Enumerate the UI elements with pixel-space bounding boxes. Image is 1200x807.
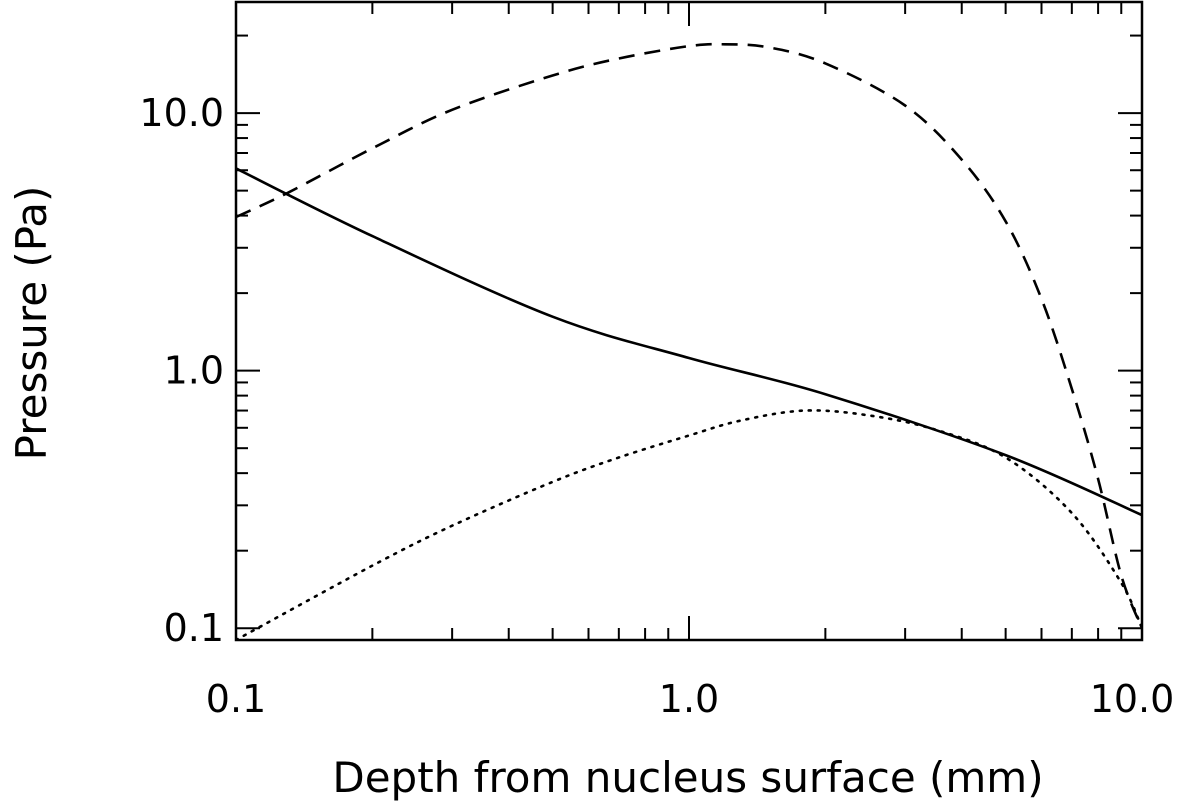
y-tick-label: 10.0: [139, 91, 224, 135]
major-ticks: [236, 2, 1142, 640]
plot-area: [236, 2, 1142, 640]
y-axis-title: Pressure (Pa): [7, 186, 56, 461]
x-tick-label: 0.1: [206, 677, 266, 721]
y-tick-label: 0.1: [164, 606, 224, 650]
plot-frame: [236, 2, 1142, 640]
x-axis-title: Depth from nucleus surface (mm): [332, 753, 1043, 802]
tick-labels: 0.1 1.0 10.0 0.1 1.0 10.0: [139, 91, 1174, 721]
y-tick-label: 1.0: [164, 349, 224, 393]
series-dashed-line: [236, 44, 1142, 628]
series-layer: [236, 44, 1142, 640]
x-tick-label: 1.0: [659, 677, 719, 721]
series-dotted-line: [236, 410, 1142, 640]
x-tick-label: 10.0: [1090, 677, 1175, 721]
minor-ticks: [236, 2, 1142, 640]
